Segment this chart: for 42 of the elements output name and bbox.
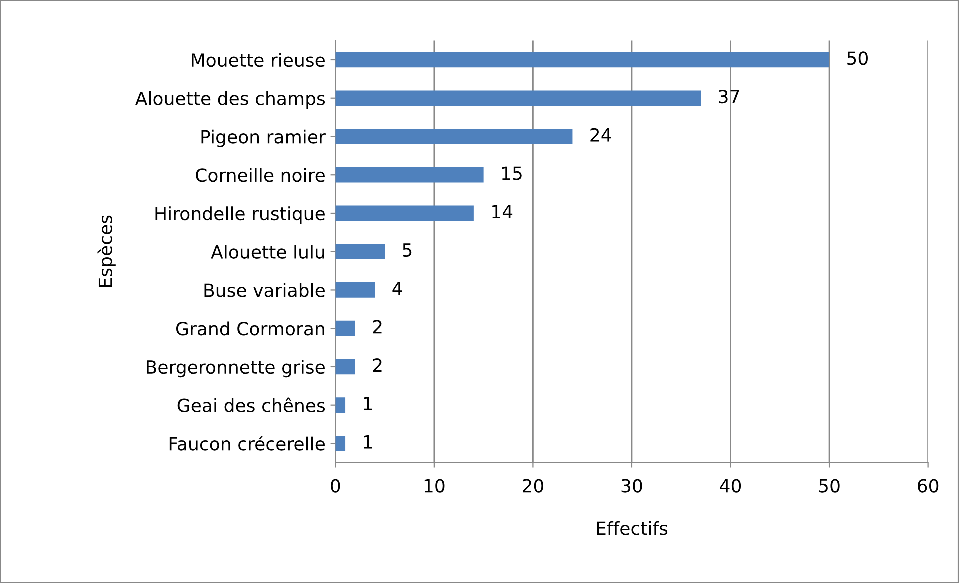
x-axis-title: Effectifs	[597, 521, 668, 536]
y-tick-label: Mouette rieuse	[192, 53, 325, 68]
x-tick-label: 60	[918, 479, 939, 493]
data-label: 24	[590, 128, 612, 142]
x-tick-label: 0	[331, 479, 340, 493]
bar	[336, 90, 702, 106]
data-label: 1	[364, 397, 372, 410]
y-axis-title: Espèces	[98, 216, 116, 287]
y-tick-label: Alouette des champs	[135, 92, 326, 109]
data-label: 5	[403, 244, 412, 258]
bar	[336, 359, 356, 375]
y-tick-label: Corneille noire	[196, 168, 325, 182]
data-label: 15	[502, 166, 522, 180]
bar	[336, 320, 356, 336]
bar	[336, 436, 346, 452]
bar	[336, 129, 573, 144]
data-label: 2	[373, 358, 382, 372]
x-tick-label: 50	[819, 479, 840, 493]
y-tick-label: Geai des chênes	[178, 398, 326, 412]
data-label: 50	[848, 52, 868, 66]
bar	[336, 206, 474, 222]
y-tick-label: Pigeon ramier	[202, 130, 326, 148]
bar	[336, 244, 386, 260]
y-tick-label: Bergeronnette grise	[147, 360, 325, 378]
x-tick-label: 20	[523, 479, 544, 493]
y-tick-label: Buse variable	[204, 283, 325, 298]
y-tick-label: Grand Cormoran	[176, 322, 324, 336]
y-tick-label: Faucon crécerelle	[170, 436, 325, 451]
bar	[336, 282, 376, 298]
bar	[336, 167, 484, 183]
data-label: 37	[719, 90, 740, 104]
x-tick-label: 10	[424, 479, 445, 493]
bar	[336, 398, 346, 414]
data-label: 4	[392, 282, 402, 296]
x-tick-label: 30	[622, 479, 642, 493]
y-tick-label: Alouette lulu	[211, 244, 324, 259]
bar	[336, 52, 830, 68]
x-tick-label: 40	[720, 479, 742, 493]
data-label: 14	[492, 205, 513, 218]
data-label: 2	[373, 320, 382, 334]
data-label: 1	[364, 436, 372, 449]
y-tick-label: Hirondelle rustique	[156, 206, 325, 224]
